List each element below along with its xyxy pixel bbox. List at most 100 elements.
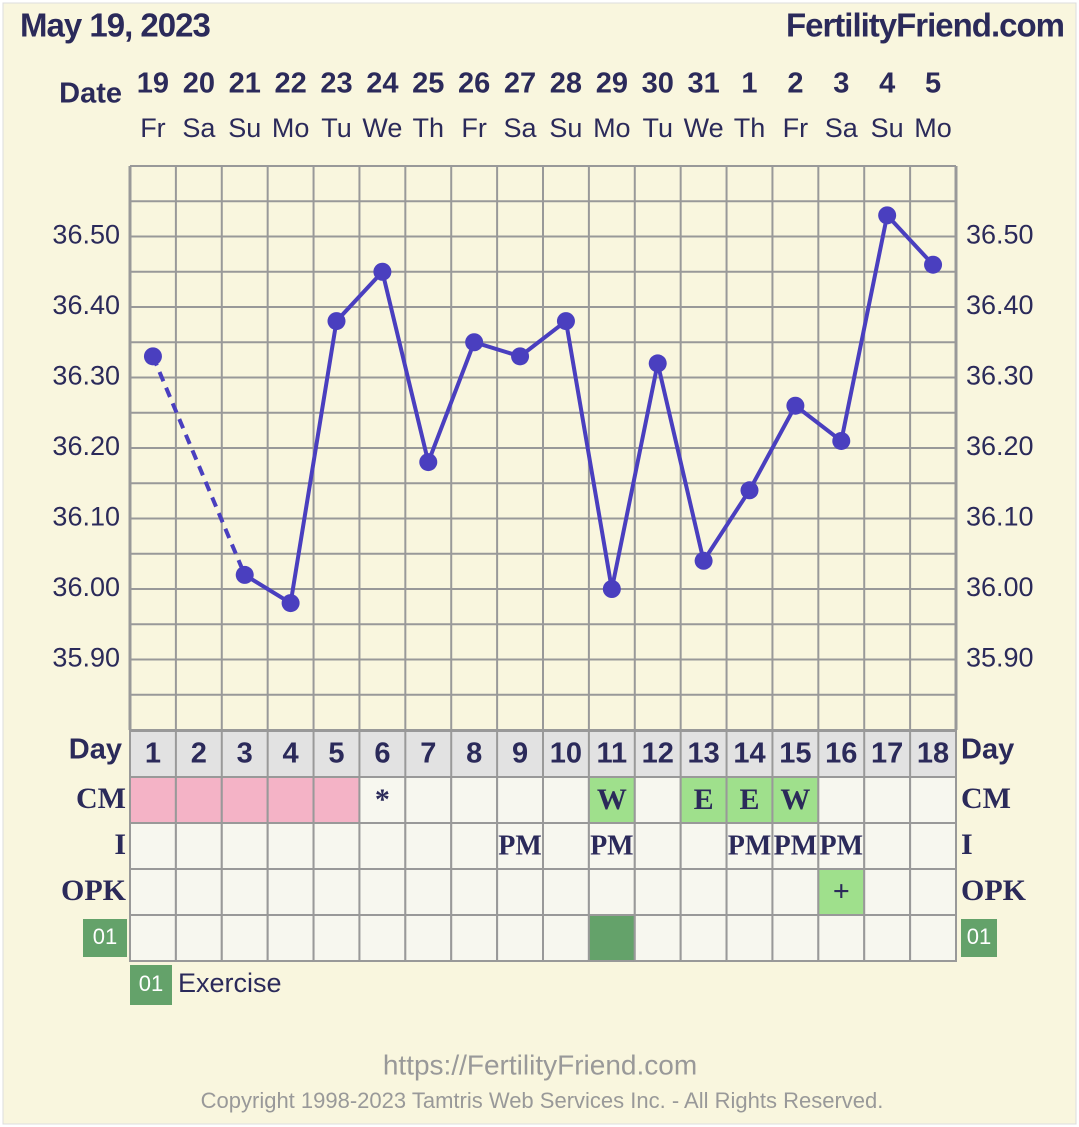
date: 19 <box>137 68 169 100</box>
weekday: Tu <box>642 113 673 143</box>
date: 24 <box>366 68 398 100</box>
y-tick-label: 35.90 <box>52 643 120 673</box>
weekday: Fr <box>461 113 486 143</box>
temp-point <box>694 551 713 570</box>
cell <box>220 868 269 916</box>
x-tick-label: 15 <box>779 738 811 770</box>
cell <box>312 776 361 824</box>
x-tick-label: 7 <box>420 738 436 770</box>
weekday: Mo <box>272 113 310 143</box>
date: 22 <box>274 68 306 100</box>
temp-point <box>465 333 484 352</box>
cell <box>633 868 682 916</box>
x-tick-label: 17 <box>871 738 903 770</box>
cell <box>266 776 315 824</box>
date: 2 <box>787 68 803 100</box>
cell <box>909 822 957 870</box>
cell-text: PM <box>774 830 818 861</box>
cell <box>404 914 453 962</box>
cell <box>863 868 912 916</box>
row-label-box <box>83 919 127 957</box>
date: 21 <box>229 68 261 100</box>
cell <box>129 776 177 824</box>
cell-text: PM <box>728 830 772 861</box>
url: https://FertilityFriend.com <box>383 1049 697 1080</box>
weekday: Fr <box>783 113 808 143</box>
cell <box>817 776 866 824</box>
weekday: Sa <box>182 113 216 143</box>
site-name: FertilityFriend.com <box>786 7 1064 44</box>
copyright: Copyright 1998-2023 Tamtris Web Services… <box>201 1088 884 1113</box>
x-tick-label: 3 <box>237 738 253 770</box>
date: 25 <box>412 68 444 100</box>
cell <box>450 914 499 962</box>
cell <box>129 868 177 916</box>
date: 26 <box>458 68 490 100</box>
cell <box>725 868 774 916</box>
temp-point <box>786 396 805 415</box>
legend-box <box>130 965 172 1005</box>
y-tick-label: 36.20 <box>52 431 120 461</box>
row-label: CM <box>961 782 1011 815</box>
cell <box>542 822 590 870</box>
y2-tick-label: 36.30 <box>966 361 1034 391</box>
temp-point <box>511 347 530 366</box>
cell <box>220 822 269 870</box>
weekday: Tu <box>321 113 352 143</box>
x-tick-label: 1 <box>145 738 161 770</box>
x-tick-label: 16 <box>825 738 857 770</box>
date: 29 <box>596 68 628 100</box>
cell <box>771 914 820 962</box>
cell-text: PM <box>820 830 864 861</box>
weekday: Fr <box>140 113 165 143</box>
date: 23 <box>320 68 352 100</box>
cell <box>587 868 636 916</box>
temp-point <box>373 262 392 281</box>
temp-point <box>602 580 621 598</box>
row-label: 01 <box>967 924 991 949</box>
cell <box>909 776 957 824</box>
row-label: CM <box>76 782 126 815</box>
cell <box>679 822 728 870</box>
y-tick-label: 36.00 <box>52 572 120 602</box>
cell <box>863 822 912 870</box>
x-tick-label: 5 <box>328 738 344 770</box>
y2-tick-label: 36.40 <box>966 290 1034 320</box>
temp-point <box>648 354 667 373</box>
row-label-box <box>961 919 997 957</box>
cell <box>358 914 407 962</box>
cell <box>771 868 820 916</box>
cell <box>587 776 636 824</box>
temp-point <box>740 481 759 500</box>
legend-text: Exercise <box>178 968 282 998</box>
date: 27 <box>504 68 536 100</box>
cell <box>266 914 315 962</box>
cell <box>909 914 957 962</box>
cell-text: * <box>375 783 390 816</box>
temp-point <box>327 312 346 331</box>
cell <box>679 868 728 916</box>
temp-point <box>143 347 162 366</box>
date: 4 <box>879 68 895 100</box>
cell <box>633 914 682 962</box>
cell <box>404 868 453 916</box>
date: 30 <box>642 68 674 100</box>
weekday: We <box>362 113 402 143</box>
cell <box>817 914 866 962</box>
weekday: Th <box>734 113 766 143</box>
x-tick-label: 4 <box>283 738 299 770</box>
day-label: Day <box>961 734 1014 766</box>
date: 31 <box>687 68 719 100</box>
temp-line <box>243 211 935 607</box>
cell <box>450 776 499 824</box>
row-label: 01 <box>93 924 117 949</box>
weekday: Mo <box>914 113 952 143</box>
cell <box>725 776 774 824</box>
cell <box>174 776 223 824</box>
weekday: Sa <box>504 113 538 143</box>
temp-point <box>878 206 897 225</box>
cell-text: PM <box>590 830 634 861</box>
cell <box>312 822 361 870</box>
x-tick-label: 10 <box>550 738 582 770</box>
